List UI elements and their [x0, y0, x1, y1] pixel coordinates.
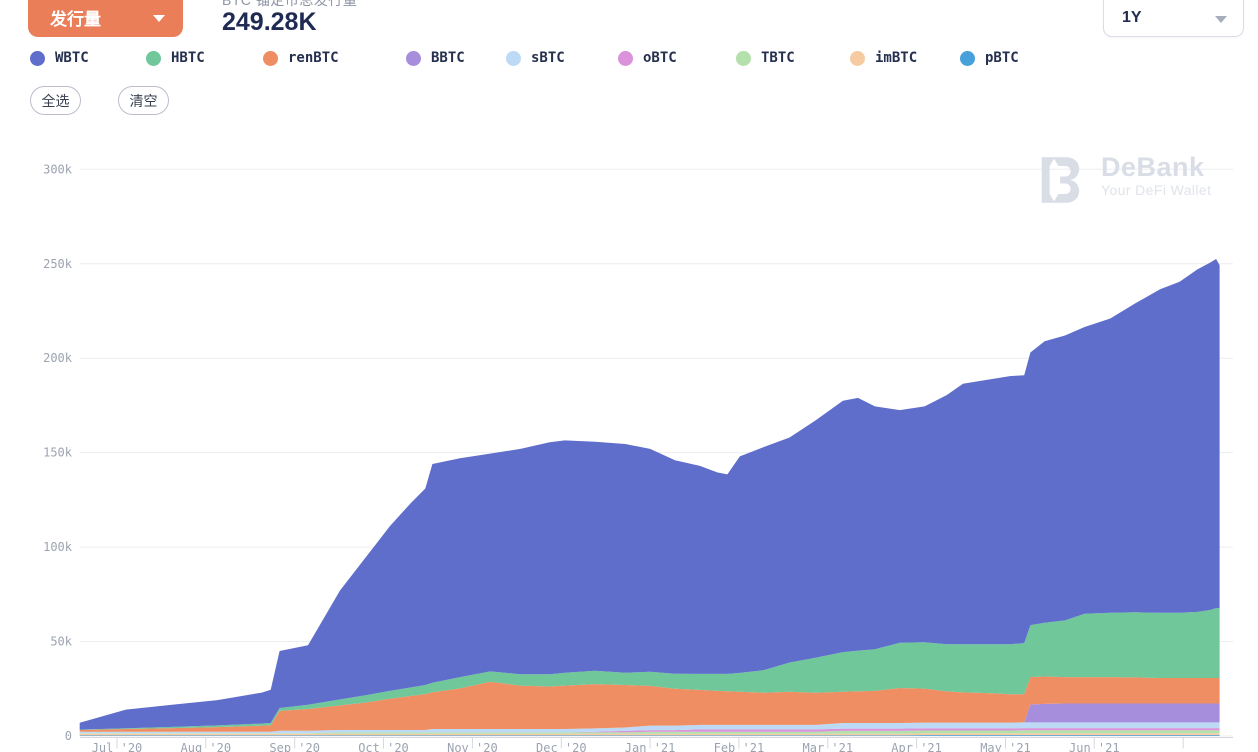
legend: WBTC HBTC renBTC BBTC sBTC oBTC TBTC imB…: [0, 50, 1258, 76]
x-axis-label: May '21: [980, 741, 1031, 752]
legend-dot-icon: [263, 50, 278, 66]
x-axis-label: Aug '20: [181, 741, 232, 752]
y-axis-label: 0: [65, 729, 72, 743]
legend-label-oBTC: oBTC: [643, 50, 677, 66]
legend-dot-icon: [736, 50, 751, 66]
legend-label-pBTC: pBTC: [985, 50, 1019, 66]
metric-dropdown-label: 发行量: [50, 9, 101, 29]
debank-logo-icon: [1041, 157, 1080, 203]
legend-label-HBTC: HBTC: [171, 50, 205, 66]
chevron-down-icon: [153, 14, 165, 22]
legend-dot-icon: [146, 50, 161, 66]
legend-item-imBTC[interactable]: imBTC: [850, 50, 917, 66]
x-axis-label: Nov '20: [447, 741, 498, 752]
legend-item-TBTC[interactable]: TBTC: [736, 50, 795, 66]
legend-dot-icon: [30, 50, 45, 66]
watermark-name: DeBank: [1101, 152, 1205, 182]
x-axis-label: Feb '21: [714, 741, 765, 752]
range-dropdown-value: 1Y: [1122, 9, 1142, 26]
area-series-imBTC: [79, 733, 1220, 736]
area-series-HBTC: [79, 608, 1220, 730]
clear-button[interactable]: 清空: [118, 86, 169, 115]
area-series-WBTC: [79, 259, 1220, 730]
x-axis-label: Oct '20: [358, 741, 409, 752]
legend-dot-icon: [506, 50, 521, 66]
kpi-value: 249.28K: [222, 8, 317, 36]
area-series-sBTC: [79, 722, 1220, 734]
x-axis-label: Jan '21: [625, 741, 676, 752]
select-all-button[interactable]: 全选: [30, 86, 81, 115]
legend-dot-icon: [850, 50, 865, 66]
legend-label-TBTC: TBTC: [761, 50, 795, 66]
area-series-TBTC: [79, 730, 1220, 734]
area-series-renBTC: [79, 676, 1220, 732]
x-axis-label: Jun '21: [1069, 741, 1120, 752]
debank-watermark: DeBank Your DeFi Wallet: [1033, 152, 1211, 208]
x-axis-label: Dec '20: [536, 741, 587, 752]
legend-dot-icon: [960, 50, 975, 66]
x-axis-label: Sep '20: [269, 741, 320, 752]
legend-dot-icon: [406, 50, 421, 66]
range-dropdown-button[interactable]: 1Y: [1103, 0, 1244, 37]
legend-item-sBTC[interactable]: sBTC: [506, 50, 565, 66]
area-series-BBTC: [79, 703, 1220, 732]
area-series-pBTC: [79, 735, 1220, 736]
legend-item-renBTC[interactable]: renBTC: [263, 50, 339, 66]
legend-label-WBTC: WBTC: [55, 50, 89, 66]
legend-label-sBTC: sBTC: [531, 50, 565, 66]
x-axis-label: Jul '20: [92, 741, 143, 752]
x-axis-label: Mar '21: [803, 741, 854, 752]
chevron-down-icon: [1215, 15, 1227, 23]
legend-label-renBTC: renBTC: [288, 50, 339, 66]
legend-item-pBTC[interactable]: pBTC: [960, 50, 1019, 66]
metric-dropdown-button[interactable]: 发行量: [28, 0, 183, 37]
legend-label-BBTC: BBTC: [431, 50, 465, 66]
y-axis-label: 150k: [43, 446, 73, 460]
watermark-tagline: Your DeFi Wallet: [1101, 182, 1212, 198]
y-axis-label: 250k: [43, 257, 73, 271]
y-axis-label: 300k: [43, 162, 73, 176]
legend-dot-icon: [618, 50, 633, 66]
y-axis-label: 100k: [43, 540, 73, 554]
legend-item-oBTC[interactable]: oBTC: [618, 50, 677, 66]
area-series-oBTC: [79, 728, 1220, 734]
legend-item-WBTC[interactable]: WBTC: [30, 50, 89, 66]
legend-item-HBTC[interactable]: HBTC: [146, 50, 205, 66]
legend-label-imBTC: imBTC: [875, 50, 918, 66]
kpi-label: BTC 锚定币总发行量: [222, 0, 358, 8]
legend-item-BBTC[interactable]: BBTC: [406, 50, 465, 66]
y-axis-label: 200k: [43, 351, 73, 365]
y-axis-label: 50k: [50, 635, 72, 649]
x-axis-label: Apr '21: [891, 741, 942, 752]
